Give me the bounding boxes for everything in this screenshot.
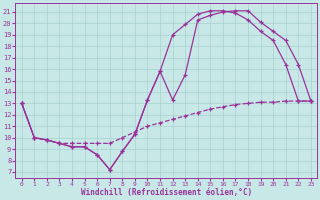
X-axis label: Windchill (Refroidissement éolien,°C): Windchill (Refroidissement éolien,°C) [81,188,252,197]
